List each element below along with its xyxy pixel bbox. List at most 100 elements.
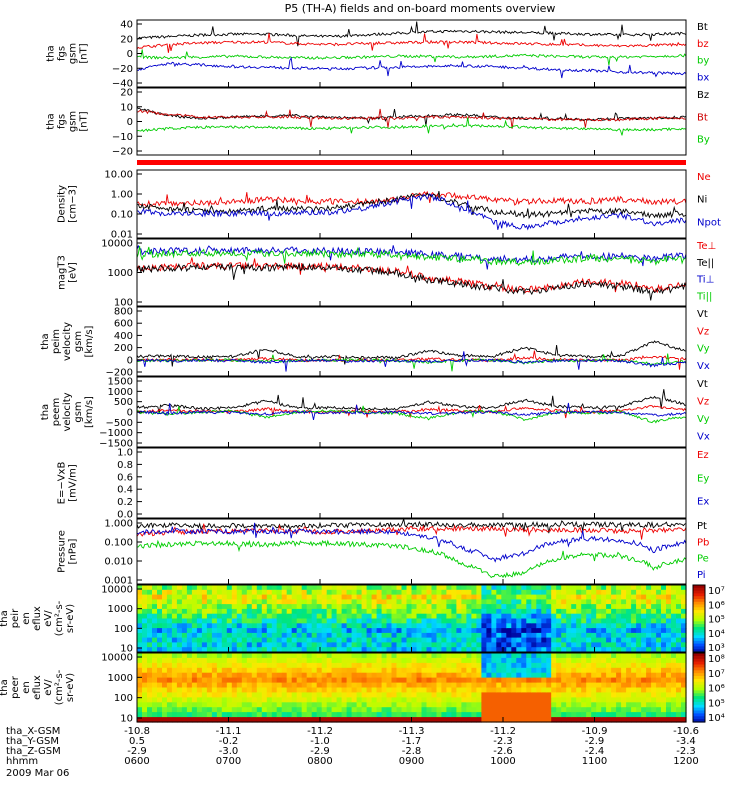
spectrogram-cell bbox=[496, 628, 502, 634]
spectrogram-cell bbox=[636, 604, 642, 610]
spectrogram-cell bbox=[171, 618, 178, 624]
spectrogram-cell bbox=[236, 697, 243, 703]
spectrogram-cell bbox=[416, 604, 423, 610]
y-tick-label: 1500 bbox=[108, 377, 133, 388]
spectrogram-cell bbox=[152, 717, 158, 723]
spectrogram-cell bbox=[586, 618, 592, 624]
spectrogram-cell bbox=[196, 667, 203, 674]
spectrogram-cell bbox=[416, 702, 423, 708]
spectrogram-cell bbox=[356, 702, 363, 708]
spectrogram-cell bbox=[181, 677, 188, 684]
spectrogram-cell bbox=[476, 692, 482, 698]
spectrogram-cell bbox=[506, 672, 512, 679]
spectrogram-cell bbox=[441, 647, 447, 653]
spectrogram-cell bbox=[181, 692, 188, 698]
spectrogram-cell bbox=[326, 585, 333, 591]
spectrogram-cell bbox=[231, 585, 238, 591]
spectrogram-cell bbox=[531, 594, 537, 600]
spectrogram-cell bbox=[162, 628, 168, 634]
series-line-ti bbox=[136, 245, 687, 267]
legend-label: Pe bbox=[697, 554, 709, 565]
spectrogram-cell bbox=[656, 677, 662, 684]
spectrogram-cell bbox=[481, 585, 487, 591]
spectrogram-cell bbox=[516, 647, 522, 653]
spectrogram-cell bbox=[446, 712, 452, 718]
spectrogram-cell bbox=[346, 672, 353, 679]
spectrogram-cell bbox=[426, 608, 433, 615]
spectrogram-cell bbox=[591, 707, 597, 713]
spectrogram-cell bbox=[241, 687, 248, 693]
spectrogram-cell bbox=[506, 637, 512, 643]
spectrogram-cell bbox=[366, 677, 373, 684]
spectrogram-cell bbox=[271, 613, 278, 620]
spectrogram-cell bbox=[291, 667, 298, 674]
spectrogram-cell bbox=[486, 608, 492, 615]
spectrogram-cell bbox=[551, 647, 557, 653]
spectrogram-cell bbox=[301, 657, 308, 664]
spectrogram-cell bbox=[241, 623, 248, 629]
spectrogram-cell bbox=[446, 613, 452, 620]
spectrogram-cell bbox=[561, 637, 567, 643]
series-line-bz bbox=[136, 106, 687, 126]
spectrogram-cell bbox=[586, 628, 592, 634]
spectrogram-cell bbox=[596, 687, 602, 693]
spectrogram-cell bbox=[526, 589, 532, 596]
spectrogram-cell bbox=[521, 677, 527, 684]
spectrogram-cell bbox=[221, 632, 228, 639]
spectrogram-cell bbox=[456, 623, 462, 629]
spectrogram-cell bbox=[671, 608, 677, 615]
spectrogram-cell bbox=[186, 712, 193, 718]
spectrogram-cell bbox=[241, 717, 248, 723]
spectrogram-cell bbox=[266, 717, 273, 723]
spectrogram-cell bbox=[631, 647, 637, 653]
spectrogram-cell bbox=[346, 594, 353, 600]
spectrogram-cell bbox=[561, 682, 567, 689]
spectrogram-cell bbox=[236, 662, 243, 669]
spectrogram-cell bbox=[571, 608, 577, 615]
spectrogram-cell bbox=[256, 623, 263, 629]
spectrogram-cell bbox=[511, 712, 517, 718]
spectrogram-cell bbox=[241, 594, 248, 600]
spectrogram-cell bbox=[506, 667, 512, 674]
legend-label: Vt bbox=[697, 309, 708, 320]
spectrogram-cell bbox=[561, 632, 567, 639]
spectrogram-cell bbox=[226, 692, 233, 698]
spectrogram-cell bbox=[626, 589, 632, 596]
spectrogram-cell bbox=[636, 712, 642, 718]
spectrogram-cell bbox=[451, 594, 457, 600]
spectrogram-cell bbox=[531, 717, 537, 723]
spectrogram-cell bbox=[301, 647, 308, 653]
spectrogram-cell bbox=[191, 642, 198, 648]
spectrogram-cell bbox=[551, 707, 557, 713]
spectrogram-cell bbox=[661, 712, 667, 718]
ephemeris-label: tha_X-GSM bbox=[6, 726, 60, 737]
spectrogram-cell bbox=[676, 677, 682, 684]
spectrogram-cell bbox=[206, 697, 213, 703]
spectrogram-cell bbox=[551, 667, 557, 674]
spectrogram-cell bbox=[286, 589, 293, 596]
spectrogram-cell bbox=[446, 717, 452, 723]
spectrogram-cell bbox=[241, 618, 248, 624]
spectrogram-cell bbox=[446, 628, 452, 634]
spectrogram-cell bbox=[581, 667, 587, 674]
spectrogram-cell bbox=[301, 618, 308, 624]
spectrogram-cell bbox=[451, 623, 457, 629]
spectrogram-cell bbox=[231, 687, 238, 693]
spectrogram-cell bbox=[651, 682, 657, 689]
spectrogram-cell bbox=[596, 653, 602, 659]
spectrogram-cell bbox=[396, 697, 403, 703]
spectrogram-cell bbox=[591, 712, 597, 718]
spectrogram-cell bbox=[426, 653, 433, 659]
colorbar-cell bbox=[693, 710, 705, 714]
spectrogram-cell bbox=[616, 697, 622, 703]
spectrogram-cell bbox=[331, 632, 338, 639]
spectrogram-cell bbox=[341, 657, 348, 664]
spectrogram-cell bbox=[526, 692, 532, 698]
spectrogram-cell bbox=[251, 604, 258, 610]
spectrogram-cell bbox=[461, 585, 467, 591]
spectrogram-cell bbox=[656, 653, 662, 659]
spectrogram-cell bbox=[381, 707, 388, 713]
spectrogram-cell bbox=[466, 623, 472, 629]
spectrogram-cell bbox=[616, 687, 622, 693]
spectrogram-cell bbox=[181, 662, 188, 669]
